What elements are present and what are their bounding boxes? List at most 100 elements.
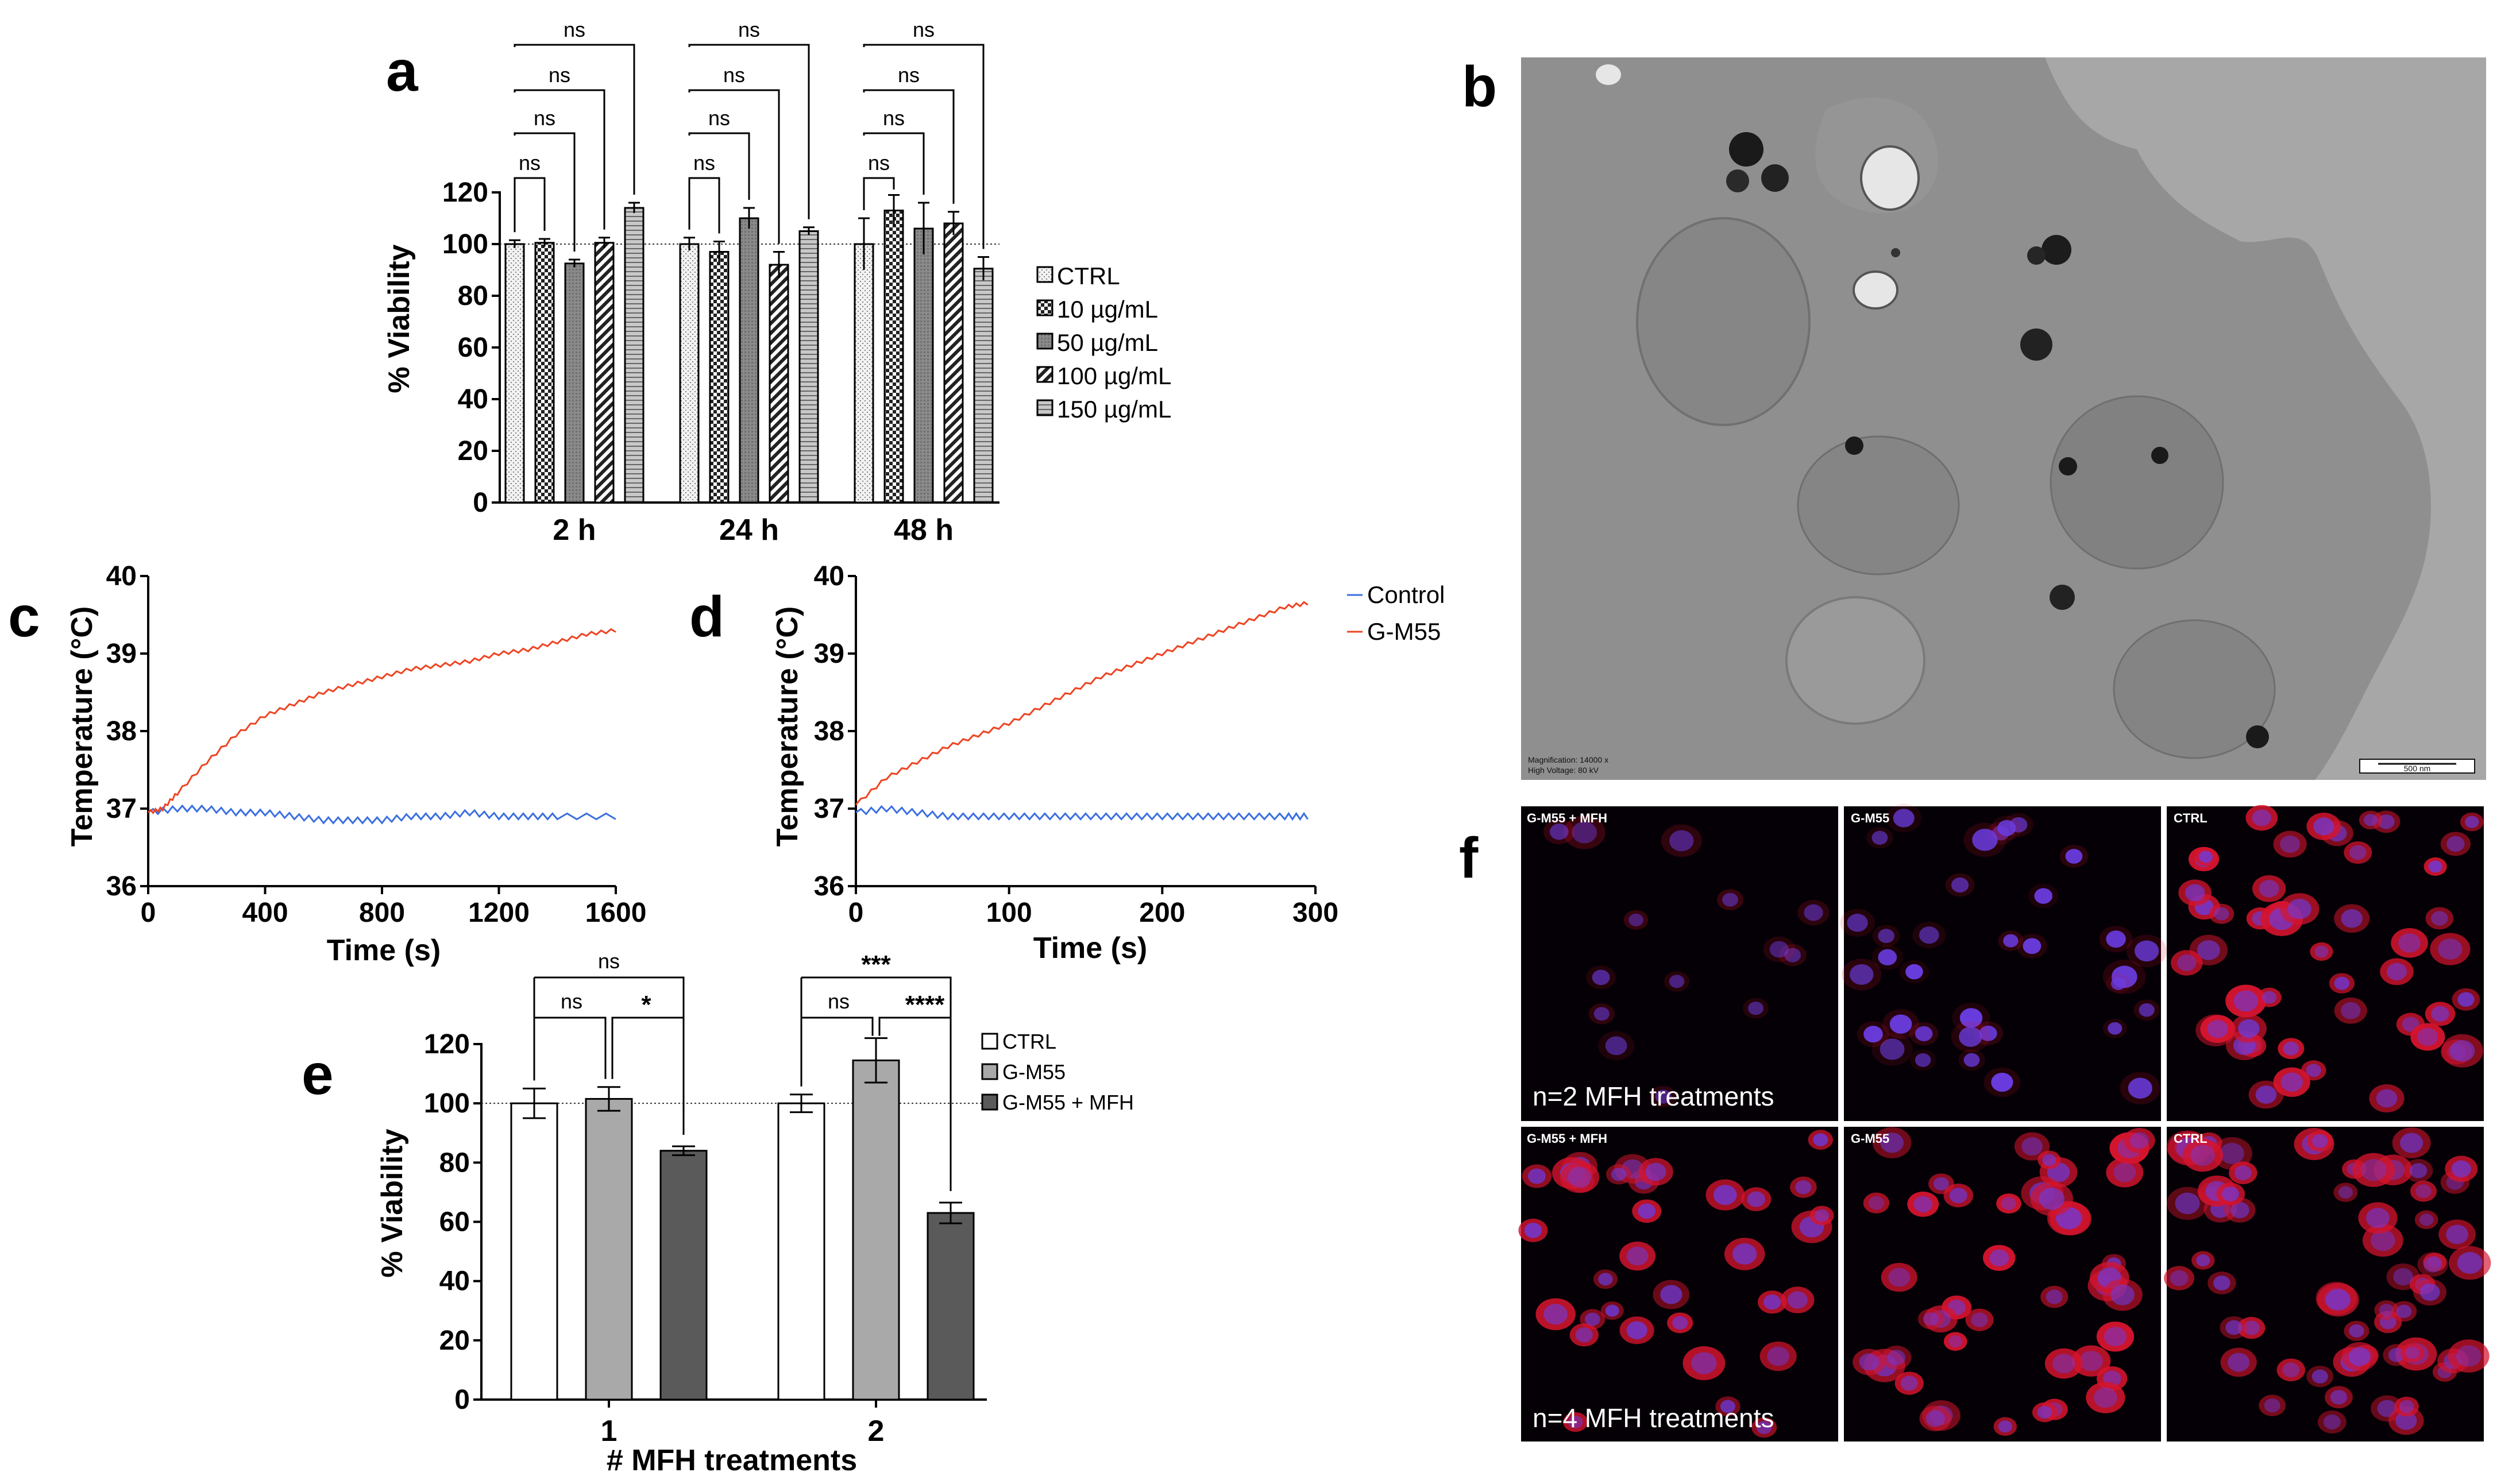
micro-cell-nucleus (2023, 938, 2042, 954)
chart-d-ytick-label: 39 (814, 639, 844, 669)
micro-cell-nucleus (2465, 816, 2479, 828)
chart-e-bar (927, 1212, 975, 1401)
micro-cell-nucleus (2213, 1276, 2230, 1290)
micro-cell-nucleus (1847, 914, 1868, 932)
chart-e-bracket-g2-right (878, 1017, 952, 1191)
chart-a-legend-swatch (1036, 366, 1053, 383)
micro-cell-nucleus (1815, 1209, 1830, 1222)
micro-cell-nucleus (1626, 1321, 1647, 1339)
micro-cell-nucleus (1585, 1312, 1600, 1326)
micro-cell-cytoplasm (1563, 816, 1606, 849)
chart-c-ytick-label: 37 (106, 794, 137, 824)
fluorescence-grid: G-M55 + MFH G-M55 CTRL G-M55 + MFH G-M55… (1518, 803, 2491, 1444)
micro-cell-nucleus (1959, 1008, 1983, 1028)
micro-cell-cytoplasm (1560, 1161, 1600, 1193)
micro-cell-nucleus (2396, 1304, 2412, 1319)
micro-cell-cytoplasm (2352, 1153, 2395, 1187)
tem-meta-voltage: High Voltage: 80 kV (1528, 766, 1599, 775)
chart-a-viability: 0 20 40 60 80 100 120 2 h 24 h 48 h ns ns ns ns ns ns ns… (383, 18, 1171, 547)
micro-cell-nucleus (2039, 1188, 2065, 1210)
micro-cell-nucleus (2280, 1072, 2303, 1092)
micro-cell-nucleus (1756, 1421, 1772, 1435)
micro-cell-nucleus (1804, 904, 1823, 921)
micro-cell-cytoplasm (2106, 1157, 2144, 1188)
legend-a-10: 10 µg/mL (1057, 296, 1158, 323)
tem-vacuole-2 (1853, 270, 1898, 310)
chart-a-bar (883, 210, 904, 504)
micro-cell-nucleus (2456, 1345, 2482, 1367)
micro-cell-nucleus (1893, 809, 1915, 828)
chart-a-significance-label: ns (534, 106, 555, 130)
tem-nanoparticle-2 (1761, 164, 1789, 192)
micro-cell-nucleus (2106, 930, 2126, 948)
chart-a-significance-bracket (688, 132, 750, 200)
micro-cell-nucleus (2446, 836, 2465, 852)
chart-e-ytick-label: 80 (439, 1147, 470, 1178)
micro-cell-nucleus (1997, 820, 2016, 836)
micro-cell-nucleus (2228, 1352, 2250, 1372)
chart-a-legend-swatch (1036, 399, 1053, 416)
chart-d-xlabel: Time (s) (1033, 932, 1147, 965)
micro-cell-nucleus (2130, 1132, 2149, 1149)
panel-letter-f: f (1459, 826, 1479, 890)
chart-e-category-label: 2 (868, 1415, 885, 1448)
panel-letter-b: b (1462, 55, 1497, 119)
micro-cell-nucleus (1645, 1162, 1666, 1181)
chart-a-significance-bracket (514, 177, 546, 231)
micro-cell-nucleus (2405, 1346, 2419, 1359)
micro-cell-nucleus (1923, 1312, 1939, 1326)
chart-e-xlabel: # MFH treatments (607, 1444, 857, 1477)
micro-cell-nucleus (1888, 1267, 1911, 1287)
micro-cell-nucleus (1813, 1133, 1828, 1146)
micro-cell-nucleus (2457, 992, 2475, 1007)
micro-cell-nucleus (2431, 911, 2448, 926)
tem-scale-bar (2359, 759, 2475, 774)
chart-e-sig-g1-right: * (641, 991, 651, 1019)
chart-a-bar (798, 230, 819, 504)
chart-a-ytick-label: 120 (442, 177, 488, 208)
micro-cell-nucleus (1769, 941, 1789, 958)
chart-a-significance-label: ns (519, 151, 541, 175)
micro-cell-nucleus (1905, 964, 1923, 980)
micro-cell-nucleus (2287, 898, 2311, 919)
chart-e-category-label: 1 (601, 1415, 618, 1448)
micro-cell-nucleus (1991, 1072, 2013, 1092)
chart-a-bar (534, 242, 555, 504)
chart-a-ytick-label: 60 (458, 333, 488, 363)
chart-a-significance-label: ns (898, 63, 920, 87)
micro-cell-nucleus (2243, 1320, 2260, 1335)
micro-cell-nucleus (2446, 1224, 2468, 1245)
micro-cell-nucleus (2110, 977, 2126, 990)
micro-cell-nucleus (1900, 1375, 1918, 1391)
tem-nanoparticle-7 (1845, 436, 1863, 455)
legend-e-gm55-mfh-swatch (981, 1093, 998, 1111)
micro-cell-nucleus (1863, 1026, 1883, 1043)
micro-cell-nucleus (1989, 1249, 2009, 1266)
chart-a-category-label: 2 h (553, 513, 596, 547)
panel-letter-a: a (386, 39, 419, 103)
chart-a-bar (564, 262, 585, 504)
chart-a-significance-label: ns (913, 18, 935, 41)
micro-cell-nucleus (1672, 1316, 1688, 1330)
micro-cell-nucleus (1524, 1223, 1542, 1238)
micro-cell-nucleus (1628, 913, 1643, 926)
micro-cell-cytoplasm (1759, 1341, 1797, 1371)
legend-a-ctrl: CTRL (1057, 262, 1120, 289)
chart-a-bar (943, 222, 964, 504)
micro-cell-nucleus (2341, 1002, 2361, 1019)
chart-c-xtick-label: 1600 (585, 898, 647, 928)
micro-cell-nucleus (1572, 821, 1597, 844)
micro-cell-cytoplasm (2410, 1180, 2437, 1202)
chart-d-ytick-label: 40 (814, 561, 844, 592)
micro-cell-nucleus (1878, 929, 1895, 944)
micro-cell-cytoplasm (1763, 936, 1795, 963)
micro-cell-nucleus (2175, 1192, 2200, 1215)
micro-cell-nucleus (1598, 1273, 1613, 1286)
chart-a-significance-label: ns (883, 106, 905, 130)
micro-cell-nucleus (2428, 1256, 2442, 1269)
micro-cell-nucleus (2214, 907, 2229, 921)
micro-cell-nucleus (2262, 991, 2277, 1004)
micro-cell-nucleus (1655, 1089, 1672, 1104)
micro-cell-nucleus (1949, 1188, 1967, 1203)
micro-cell-nucleus (2349, 1324, 2364, 1338)
